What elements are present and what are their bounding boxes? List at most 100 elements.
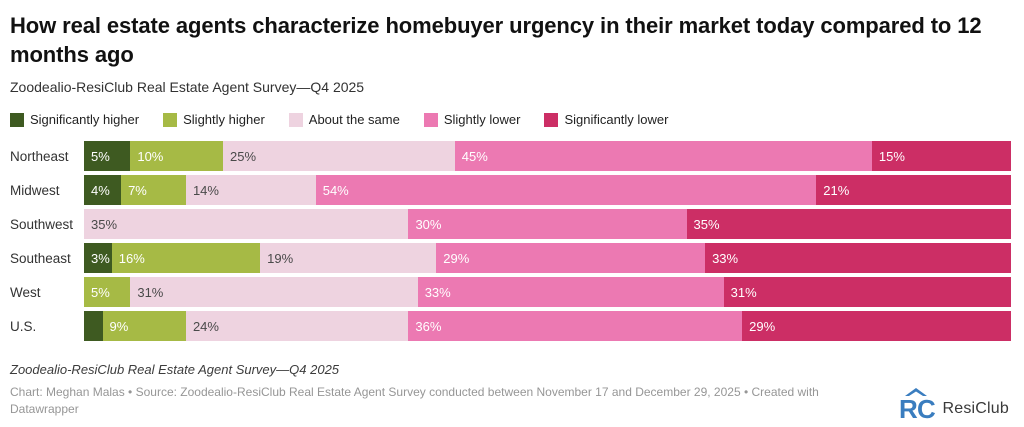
legend-swatch: [10, 112, 24, 127]
bar-segment-value: 21%: [823, 182, 850, 198]
chart-title: How real estate agents characterize home…: [10, 13, 982, 68]
stacked-bar-chart: Northeast 5% 10% 25% 45% 15% Midwest 4% 7% 14% 54%…: [0, 141, 1024, 342]
legend-item: Slightly higher: [163, 112, 265, 127]
bar-segment: 30%: [408, 209, 687, 240]
row-label: U.S.: [10, 318, 37, 334]
bar-segment: 31%: [723, 277, 1011, 308]
bar-segment: 35%: [84, 209, 409, 240]
bar-segment: 45%: [454, 141, 872, 172]
svg-text:R: R: [899, 394, 918, 424]
bar-segment-value: 25%: [230, 148, 257, 164]
legend-item: Significantly lower: [544, 112, 668, 127]
bar-segment: 29%: [742, 311, 1011, 342]
row-label: Northeast: [10, 148, 69, 164]
legend-label: Slightly higher: [183, 112, 265, 128]
legend-label: Significantly lower: [564, 112, 669, 128]
legend-swatch: [544, 112, 559, 127]
row-bars: 5% 31% 33% 31%: [84, 277, 1011, 308]
bar-segment: 33%: [417, 277, 724, 308]
legend-label: Significantly higher: [30, 112, 140, 128]
bar-segment-value: 31%: [137, 284, 164, 300]
row-bars: 5% 10% 25% 45% 15%: [84, 141, 1011, 172]
chart-row: Midwest 4% 7% 14% 54% 21%: [10, 175, 1011, 206]
bar-segment-value: 14%: [192, 182, 219, 198]
bar-segment: 16%: [111, 243, 261, 274]
bar-segment-value: 29%: [443, 250, 470, 266]
bar-segment-value: 3%: [91, 250, 110, 266]
bar-segment-value: 15%: [878, 148, 905, 164]
legend-label: About the same: [308, 112, 400, 128]
resiclub-logo-icon: R C: [897, 388, 936, 427]
bar-segment: [84, 311, 103, 342]
bar-segment-value: 35%: [693, 216, 720, 232]
bar-segment-value: 16%: [118, 250, 145, 266]
bar-segment: 9%: [102, 311, 186, 342]
bar-segment: 4%: [84, 175, 122, 206]
chart-row: U.S. 9% 24% 36% 29%: [10, 311, 1011, 342]
legend-swatch: [288, 112, 303, 127]
bar-segment-value: 5%: [91, 284, 110, 300]
legend-swatch: [163, 112, 178, 127]
chart-row: Southeast 3% 16% 19% 29% 33%: [10, 243, 1011, 274]
legend-item: About the same: [288, 112, 400, 128]
legend-item: Significantly higher: [10, 112, 139, 127]
chart-rows: Northeast 5% 10% 25% 45% 15% Midwest 4% 7% 14% 54%…: [10, 141, 1011, 342]
row-bars: 4% 7% 14% 54% 21%: [84, 175, 1011, 206]
bar-segment-value: 7%: [128, 182, 147, 198]
bar-segment-value: 9%: [109, 318, 129, 334]
bar-segment-value: 30%: [415, 216, 442, 232]
legend-label: Slightly lower: [443, 112, 521, 128]
bar-segment: 54%: [315, 175, 817, 206]
resiclub-logo: R C ResiClub: [897, 388, 1009, 427]
bar-segment-value: 31%: [730, 284, 757, 300]
bar-segment-value: 36%: [415, 318, 442, 334]
chart-row: West 5% 31% 33% 31%: [10, 277, 1011, 308]
bar-segment-value: 54%: [322, 182, 349, 198]
bar-segment: 5%: [84, 141, 131, 172]
bar-segment: 19%: [260, 243, 437, 274]
bar-segment: 10%: [130, 141, 224, 172]
bar-segment-value: 45%: [461, 148, 488, 164]
bar-segment: 24%: [185, 311, 409, 342]
bar-segment: 21%: [816, 175, 1011, 206]
credit-line: Chart: Meghan Malas • Source: Zoodealio-…: [10, 385, 819, 417]
bar-segment-value: 4%: [91, 182, 110, 198]
bar-segment: 29%: [436, 243, 706, 274]
bar-segment-value: 24%: [192, 318, 219, 334]
footer-note: Zoodealio-ResiClub Real Estate Agent Sur…: [10, 362, 340, 378]
bar-segment-value: 33%: [424, 284, 451, 300]
chart-row: Southwest 35% 30% 35%: [10, 209, 1011, 240]
footer-row: Chart: Meghan Malas • Source: Zoodealio-…: [0, 384, 1024, 427]
bar-segment: 36%: [408, 311, 743, 342]
bar-segment-value: 35%: [91, 216, 118, 232]
svg-text:C: C: [917, 394, 935, 424]
bar-segment: 33%: [705, 243, 1011, 274]
bar-segment-value: 5%: [91, 148, 110, 164]
bar-segment: 7%: [121, 175, 186, 206]
bar-segment-value: 29%: [749, 318, 776, 334]
bar-segment: 3%: [84, 243, 112, 274]
bar-segment: 14%: [185, 175, 316, 206]
bar-segment: 35%: [686, 209, 1011, 240]
bar-segment-value: 33%: [712, 250, 739, 266]
row-bars: 9% 24% 36% 29%: [84, 311, 1011, 342]
legend-swatch: [423, 112, 438, 127]
row-bars: 3% 16% 19% 29% 33%: [84, 243, 1011, 274]
row-bars: 35% 30% 35%: [84, 209, 1011, 240]
row-label: Midwest: [10, 182, 60, 198]
bar-segment: 15%: [871, 141, 1011, 172]
chart-subtitle: Zoodealio-ResiClub Real Estate Agent Sur…: [10, 79, 365, 96]
bar-segment: 31%: [130, 277, 418, 308]
row-label: Southeast: [10, 250, 71, 266]
bar-segment-value: 10%: [137, 148, 164, 164]
row-label: Southwest: [10, 216, 74, 232]
chart-row: Northeast 5% 10% 25% 45% 15%: [10, 141, 1011, 172]
row-label: West: [10, 284, 41, 300]
legend: Significantly higher Slightly higher About…: [0, 112, 1024, 127]
bar-segment-value: 19%: [267, 250, 294, 266]
resiclub-logo-text: ResiClub: [942, 399, 1009, 417]
bar-segment: 5%: [84, 277, 131, 308]
bar-segment: 25%: [223, 141, 455, 172]
legend-item: Slightly lower: [423, 112, 521, 128]
